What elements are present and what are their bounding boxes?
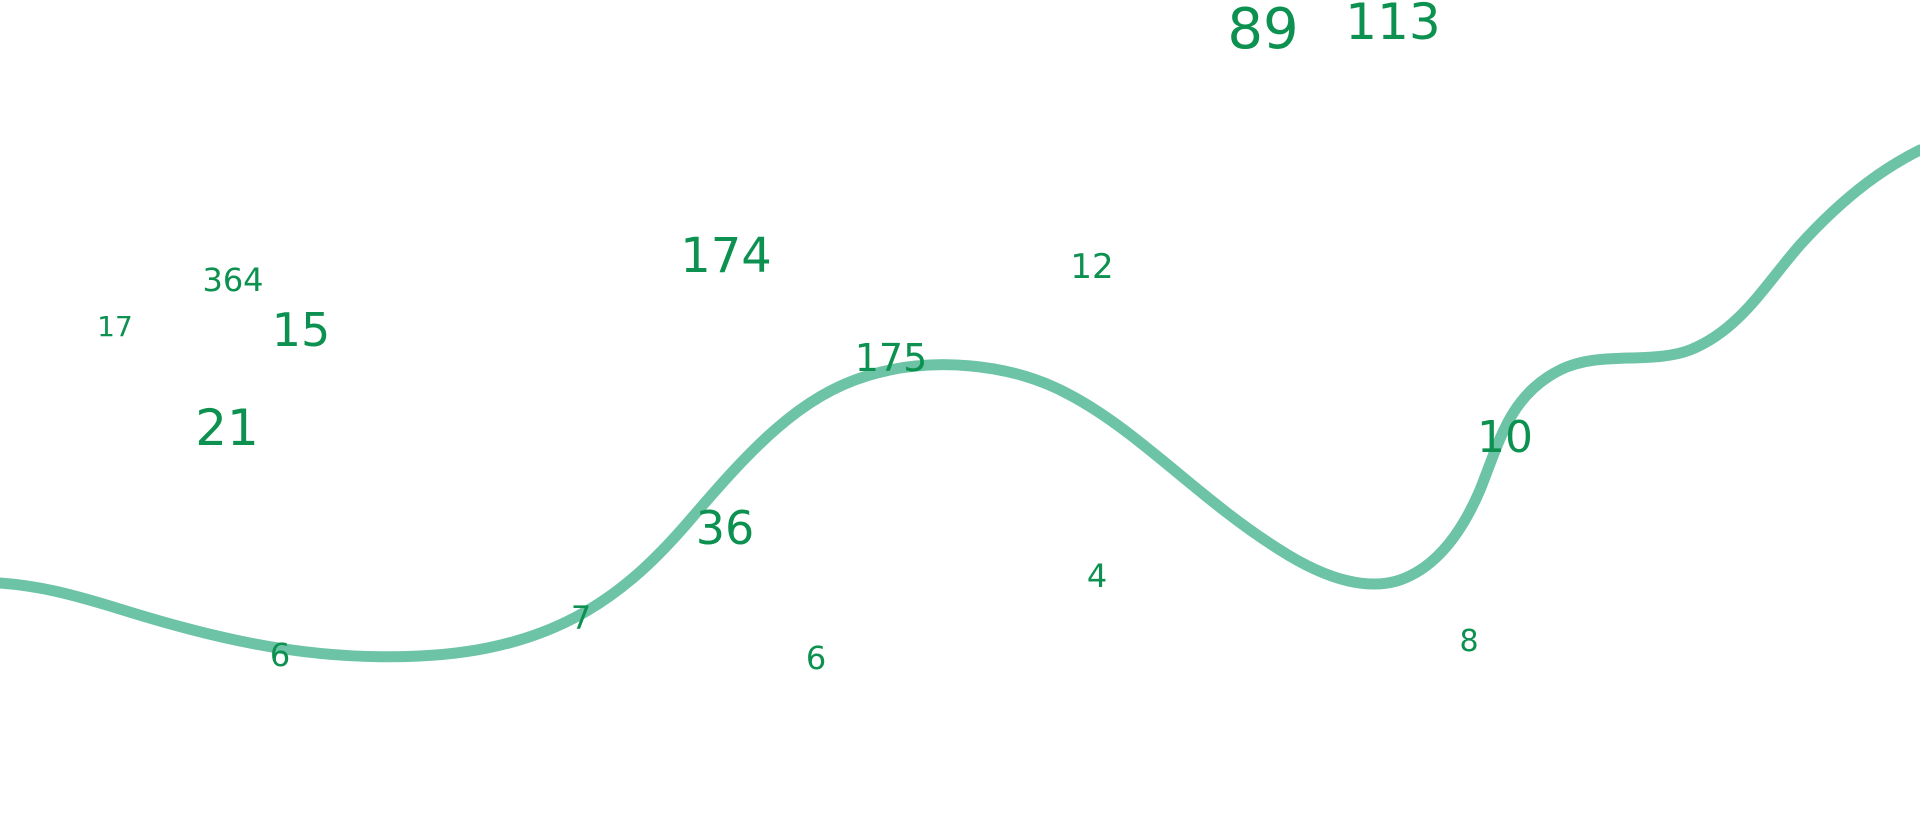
number-label: 175: [854, 336, 928, 380]
number-label: 7: [570, 599, 592, 637]
number-label: 15: [271, 303, 331, 357]
number-label: 21: [195, 399, 259, 457]
number-label: 6: [805, 639, 827, 677]
number-label: 10: [1477, 412, 1533, 463]
number-label: 12: [1070, 247, 1114, 287]
number-label: 174: [680, 228, 772, 284]
number-label: 89: [1227, 0, 1299, 62]
number-label: 6: [269, 636, 291, 674]
number-label: 36: [695, 501, 755, 555]
number-label: 8: [1459, 624, 1479, 659]
number-label: 4: [1086, 557, 1108, 595]
number-label: 17: [97, 310, 133, 343]
number-label: 364: [202, 261, 264, 299]
wavy-curve: [0, 144, 1920, 663]
number-label: 113: [1345, 0, 1441, 51]
